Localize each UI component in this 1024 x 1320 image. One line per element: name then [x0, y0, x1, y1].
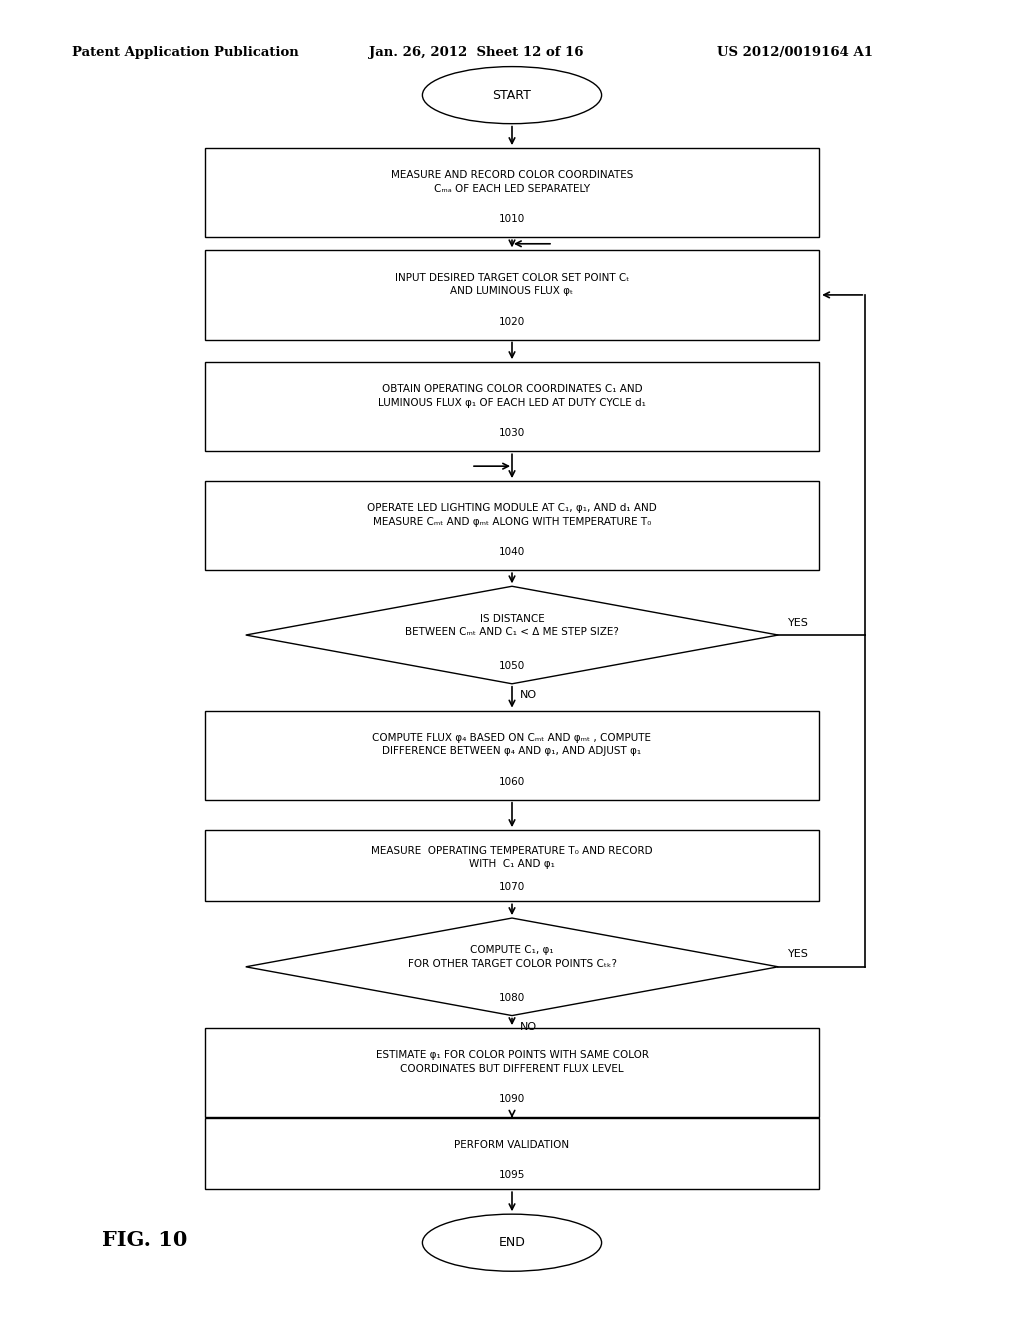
Text: INPUT DESIRED TARGET COLOR SET POINT Cₜ
AND LUMINOUS FLUX φₜ: INPUT DESIRED TARGET COLOR SET POINT Cₜ … [395, 273, 629, 296]
Text: END: END [499, 1237, 525, 1249]
Text: 1070: 1070 [499, 882, 525, 892]
Bar [205, 148, 819, 238]
Text: COMPUTE C₁, φ₁
FOR OTHER TARGET COLOR POINTS Cₜₖ?: COMPUTE C₁, φ₁ FOR OTHER TARGET COLOR PO… [408, 945, 616, 969]
Text: 1040: 1040 [499, 548, 525, 557]
Text: 1020: 1020 [499, 317, 525, 326]
Text: 1090: 1090 [499, 1094, 525, 1105]
Text: IS DISTANCE
BETWEEN Cₘₜ AND C₁ < Δ ME STEP SIZE?: IS DISTANCE BETWEEN Cₘₜ AND C₁ < Δ ME ST… [406, 614, 618, 636]
Text: 1060: 1060 [499, 777, 525, 787]
Text: MEASURE AND RECORD COLOR COORDINATES
Cₘₐ OF EACH LED SEPARATELY: MEASURE AND RECORD COLOR COORDINATES Cₘₐ… [391, 170, 633, 194]
Bar [205, 251, 819, 339]
Text: PERFORM VALIDATION: PERFORM VALIDATION [455, 1140, 569, 1150]
Polygon shape [246, 586, 778, 684]
Text: 1010: 1010 [499, 214, 525, 224]
Text: COMPUTE FLUX φ₄ BASED ON Cₘₜ AND φₘₜ , COMPUTE
DIFFERENCE BETWEEN φ₄ AND φ₁, AND: COMPUTE FLUX φ₄ BASED ON Cₘₜ AND φₘₜ , C… [373, 733, 651, 756]
Polygon shape [246, 917, 778, 1015]
Text: START: START [493, 88, 531, 102]
Ellipse shape [422, 66, 602, 124]
Text: Jan. 26, 2012  Sheet 12 of 16: Jan. 26, 2012 Sheet 12 of 16 [369, 46, 583, 59]
Text: OPERATE LED LIGHTING MODULE AT C₁, φ₁, AND d₁ AND
MEASURE Cₘₜ AND φₘₜ ALONG WITH: OPERATE LED LIGHTING MODULE AT C₁, φ₁, A… [368, 503, 656, 527]
Text: US 2012/0019164 A1: US 2012/0019164 A1 [717, 46, 872, 59]
Text: OBTAIN OPERATING COLOR COORDINATES C₁ AND
LUMINOUS FLUX φ₁ OF EACH LED AT DUTY C: OBTAIN OPERATING COLOR COORDINATES C₁ AN… [378, 384, 646, 408]
Text: NO: NO [520, 1022, 538, 1031]
Text: Patent Application Publication: Patent Application Publication [72, 46, 298, 59]
Text: YES: YES [788, 618, 809, 627]
Bar [205, 480, 819, 570]
Ellipse shape [422, 1214, 602, 1271]
Bar [205, 362, 819, 451]
Text: MEASURE  OPERATING TEMPERATURE T₀ AND RECORD
WITH  C₁ AND φ₁: MEASURE OPERATING TEMPERATURE T₀ AND REC… [371, 846, 653, 869]
Text: ESTIMATE φ₁ FOR COLOR POINTS WITH SAME COLOR
COORDINATES BUT DIFFERENT FLUX LEVE: ESTIMATE φ₁ FOR COLOR POINTS WITH SAME C… [376, 1051, 648, 1073]
Bar [205, 830, 819, 902]
Text: FIG. 10: FIG. 10 [102, 1230, 187, 1250]
Bar [205, 1118, 819, 1189]
Text: 1095: 1095 [499, 1170, 525, 1180]
Text: 1080: 1080 [499, 993, 525, 1003]
Text: 1030: 1030 [499, 429, 525, 438]
Bar [205, 710, 819, 800]
Text: 1050: 1050 [499, 661, 525, 672]
Text: NO: NO [520, 690, 538, 700]
Text: YES: YES [788, 949, 809, 960]
Bar [205, 1028, 819, 1117]
